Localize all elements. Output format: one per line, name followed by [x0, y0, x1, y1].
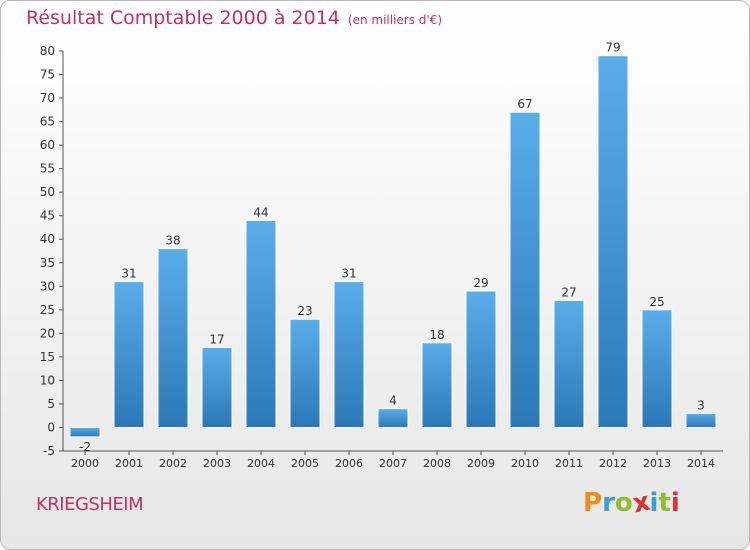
x-tick-label-2005: 2005 — [291, 457, 319, 470]
y-tick-label: 50 — [40, 185, 55, 199]
y-tick-label: 75 — [40, 68, 55, 82]
bar-2006 — [333, 281, 365, 428]
logo-letter: t — [658, 488, 671, 518]
x-tick-label-2006: 2006 — [335, 457, 363, 470]
data-label-2006: 31 — [341, 267, 356, 281]
x-tick-label-2001: 2001 — [115, 457, 143, 470]
data-label-2007: 4 — [389, 394, 397, 408]
x-tick-label-2000: 2000 — [71, 457, 99, 470]
bar-2012 — [597, 55, 629, 428]
chart-title: Résultat Comptable 2000 à 2014 (en millie… — [26, 7, 442, 29]
y-tick-label: 40 — [40, 232, 55, 246]
data-label-2009: 29 — [473, 276, 488, 290]
y-tick-label: 5 — [47, 397, 55, 411]
data-label-2004: 44 — [253, 205, 268, 219]
y-tick-label: 80 — [40, 44, 55, 58]
chart-title-text: Résultat Comptable 2000 à 2014 — [26, 7, 340, 29]
bar-2004 — [245, 219, 277, 428]
y-tick-label: 45 — [40, 209, 55, 223]
data-label-2005: 23 — [297, 304, 312, 318]
logo-letter: i — [649, 488, 659, 518]
bar-2013 — [641, 309, 673, 428]
x-tick-label-2012: 2012 — [599, 457, 627, 470]
x-tick-label-2004: 2004 — [247, 457, 275, 470]
data-label-2012: 79 — [605, 41, 620, 55]
x-tick-label-2014: 2014 — [687, 457, 715, 470]
y-tick-label: -5 — [43, 444, 55, 458]
x-tick-label-2010: 2010 — [511, 457, 539, 470]
logo-letter: r — [602, 488, 615, 518]
x-tick-label-2008: 2008 — [423, 457, 451, 470]
bar-2001 — [113, 281, 145, 428]
y-tick-label: 10 — [40, 373, 55, 387]
bar-2007 — [377, 408, 409, 428]
y-tick-label: 15 — [40, 350, 55, 364]
x-tick-label-2007: 2007 — [379, 457, 407, 470]
data-label-2000: -2 — [79, 440, 91, 454]
x-tick-label-2002: 2002 — [159, 457, 187, 470]
bar-2014 — [685, 412, 717, 428]
y-tick-label: 70 — [40, 91, 55, 105]
x-tick-label-2009: 2009 — [467, 457, 495, 470]
x-tick-label-2013: 2013 — [643, 457, 671, 470]
bar-2009 — [465, 290, 497, 428]
data-label-2013: 25 — [649, 295, 664, 309]
y-tick-label: 25 — [40, 303, 55, 317]
y-tick-label: 55 — [40, 162, 55, 176]
data-label-2010: 67 — [517, 97, 532, 111]
data-label-2003: 17 — [209, 332, 224, 346]
x-tick-label-2011: 2011 — [555, 457, 583, 470]
x-tick-label-2003: 2003 — [203, 457, 231, 470]
bar-2003 — [201, 346, 233, 428]
logo-letter: o — [614, 488, 633, 518]
data-label-2011: 27 — [561, 285, 576, 299]
bar-2010 — [509, 111, 541, 428]
logo-letter: P — [583, 488, 603, 518]
bar-2002 — [157, 248, 189, 428]
bar-2005 — [289, 318, 321, 428]
data-label-2001: 31 — [121, 267, 136, 281]
data-label-2002: 38 — [165, 234, 180, 248]
bar-2011 — [553, 299, 585, 428]
data-label-2008: 18 — [429, 328, 444, 342]
y-tick-label: 0 — [47, 420, 55, 434]
y-tick-label: 35 — [40, 256, 55, 270]
data-label-2014: 3 — [697, 398, 705, 412]
y-tick-label: 60 — [40, 138, 55, 152]
bar-2000 — [69, 426, 101, 438]
y-tick-label: 20 — [40, 326, 55, 340]
chart-subtitle: (en milliers d'€) — [347, 13, 443, 27]
y-tick-label: 30 — [40, 279, 55, 293]
commune-name: KRIEGSHEIM — [36, 494, 144, 515]
bar-2008 — [421, 342, 453, 428]
proxiti-logo: Proxiti — [583, 487, 680, 520]
logo-letter: i — [670, 488, 680, 518]
y-tick-label: 65 — [40, 115, 55, 129]
